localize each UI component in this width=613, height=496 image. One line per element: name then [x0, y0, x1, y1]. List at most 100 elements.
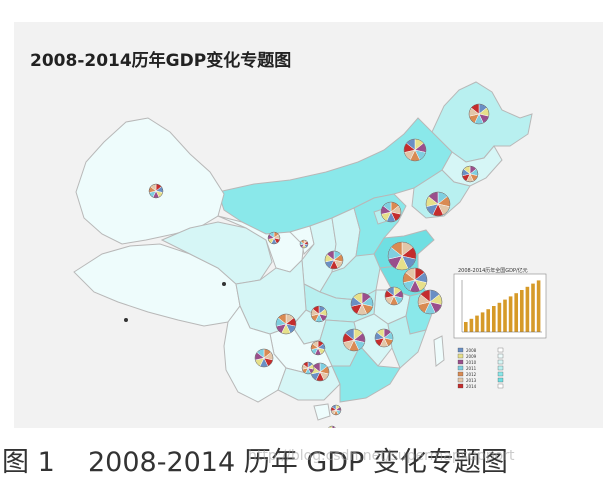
legend-range-swatch — [497, 347, 504, 353]
map-title: 2008-2014历年GDP变化专题图 — [30, 50, 291, 71]
province-pie-chart[interactable] — [403, 138, 427, 162]
province-pie-chart[interactable] — [342, 328, 366, 352]
province-guangdong[interactable] — [331, 345, 401, 403]
map-canvas: 2008-2014历年GDP变化专题图 2008-2014历年全国GDP/亿元 … — [30, 50, 547, 428]
province-pie-chart[interactable] — [330, 404, 342, 416]
pie-outline — [350, 292, 374, 316]
legend-swatch — [457, 365, 464, 371]
province-pie-chart[interactable] — [310, 340, 326, 356]
legend-year-label: 2013 — [466, 378, 477, 383]
legend-range-swatch — [497, 353, 504, 359]
province-pie-chart[interactable] — [267, 231, 281, 245]
pie-outline — [461, 165, 479, 183]
province-fujian[interactable] — [387, 315, 427, 369]
inset-bar — [520, 290, 524, 332]
province-pie-chart[interactable] — [402, 267, 428, 293]
province-hainan[interactable] — [313, 403, 331, 421]
inset-bar — [475, 315, 479, 332]
legend-swatch — [457, 371, 464, 377]
legend-range-swatch — [497, 365, 504, 371]
pie-outline — [374, 328, 394, 348]
legend-year-label: 2014 — [466, 384, 477, 389]
province-pie-chart[interactable] — [254, 348, 274, 368]
caption-text: 2008-2014 历年 GDP 变化专题图 — [88, 447, 508, 478]
legend-year-label: 2012 — [466, 372, 477, 377]
inset-bar — [503, 299, 507, 332]
pie-outline — [299, 239, 309, 249]
province-ningxia[interactable] — [289, 225, 315, 256]
legend-year-label: 2009 — [466, 354, 477, 359]
inset-axis — [461, 280, 542, 333]
inset-bar — [514, 293, 518, 332]
pie-outline — [342, 328, 366, 352]
province-pie-chart[interactable] — [328, 425, 336, 428]
inset-title: 2008-2014历年全国GDP/亿元 — [458, 267, 528, 274]
province-pie-chart[interactable] — [148, 183, 164, 199]
province-dot-marker — [124, 318, 128, 322]
inset-bar — [508, 296, 513, 332]
province-pie-chart[interactable] — [374, 328, 394, 348]
legend-range-swatch — [497, 377, 504, 383]
pie-outline — [324, 250, 344, 270]
province-taiwan[interactable] — [433, 335, 445, 367]
province-pie-chart[interactable] — [468, 103, 490, 125]
caption-watermark: http://blog.csdn.net/supermapsupport — [248, 448, 515, 464]
province-xinjiang[interactable] — [75, 117, 225, 245]
province-pie-chart[interactable] — [417, 289, 443, 315]
legend-year-label: 2011 — [466, 366, 477, 371]
legend-swatch — [457, 359, 464, 365]
pie-layer — [124, 103, 490, 428]
pie-outline — [310, 340, 326, 356]
province-pie-chart[interactable] — [461, 165, 479, 183]
pie-outline — [380, 201, 402, 223]
pie-outline — [301, 361, 315, 375]
legend-range-swatch — [497, 383, 504, 389]
province-pie-chart[interactable] — [299, 239, 309, 249]
province-pie-chart[interactable] — [425, 191, 451, 217]
map-panel: 2008-2014历年GDP变化专题图 2008-2014历年全国GDP/亿元 … — [14, 22, 603, 428]
inset-bar — [536, 280, 541, 332]
province-pie-chart[interactable] — [275, 313, 297, 335]
pie-outline — [254, 348, 274, 368]
province-pie-chart[interactable] — [387, 241, 417, 271]
inset-bar — [525, 286, 530, 332]
legend-swatch — [457, 347, 464, 353]
province-dot-marker — [222, 282, 226, 286]
pie-outline — [425, 191, 451, 217]
inset-bar — [497, 302, 502, 332]
pie-outline — [403, 138, 427, 162]
pie-outline — [267, 231, 281, 245]
pie-outline — [275, 313, 297, 335]
inset-bar — [531, 283, 535, 332]
legend-swatch — [457, 377, 464, 383]
province-pie-chart[interactable] — [350, 292, 374, 316]
legend-swatch — [457, 383, 464, 389]
province-qinghai[interactable] — [160, 221, 273, 285]
inset-bar — [480, 312, 485, 332]
legend-range-swatch — [497, 359, 504, 365]
caption-figure-number: 图 1 — [2, 447, 55, 478]
inset-bar — [492, 306, 496, 332]
pie-outline — [310, 305, 328, 323]
inset-bar — [486, 309, 490, 332]
inset-bar — [464, 322, 468, 332]
province-pie-chart[interactable] — [301, 361, 315, 375]
inset-bars — [461, 280, 542, 333]
pie-outline — [402, 267, 428, 293]
pie-outline — [468, 103, 490, 125]
legend-year-label: 2008 — [466, 348, 477, 353]
inset-chart: 2008-2014历年全国GDP/亿元 — [453, 267, 547, 339]
province-pie-chart[interactable] — [384, 286, 404, 306]
province-pie-chart[interactable] — [324, 250, 344, 270]
figure-caption: 图 1 2008-2014 历年 GDP 变化专题图 http://blog.c… — [0, 440, 613, 496]
legend-swatch — [457, 353, 464, 359]
province-pie-chart[interactable] — [380, 201, 402, 223]
province-pie-chart[interactable] — [310, 305, 328, 323]
pie-outline — [387, 241, 417, 271]
pie-outline — [330, 404, 342, 416]
pie-outline — [328, 425, 336, 428]
inset-bar — [469, 318, 474, 332]
legend-range-swatch — [497, 371, 504, 377]
pie-outline — [417, 289, 443, 315]
